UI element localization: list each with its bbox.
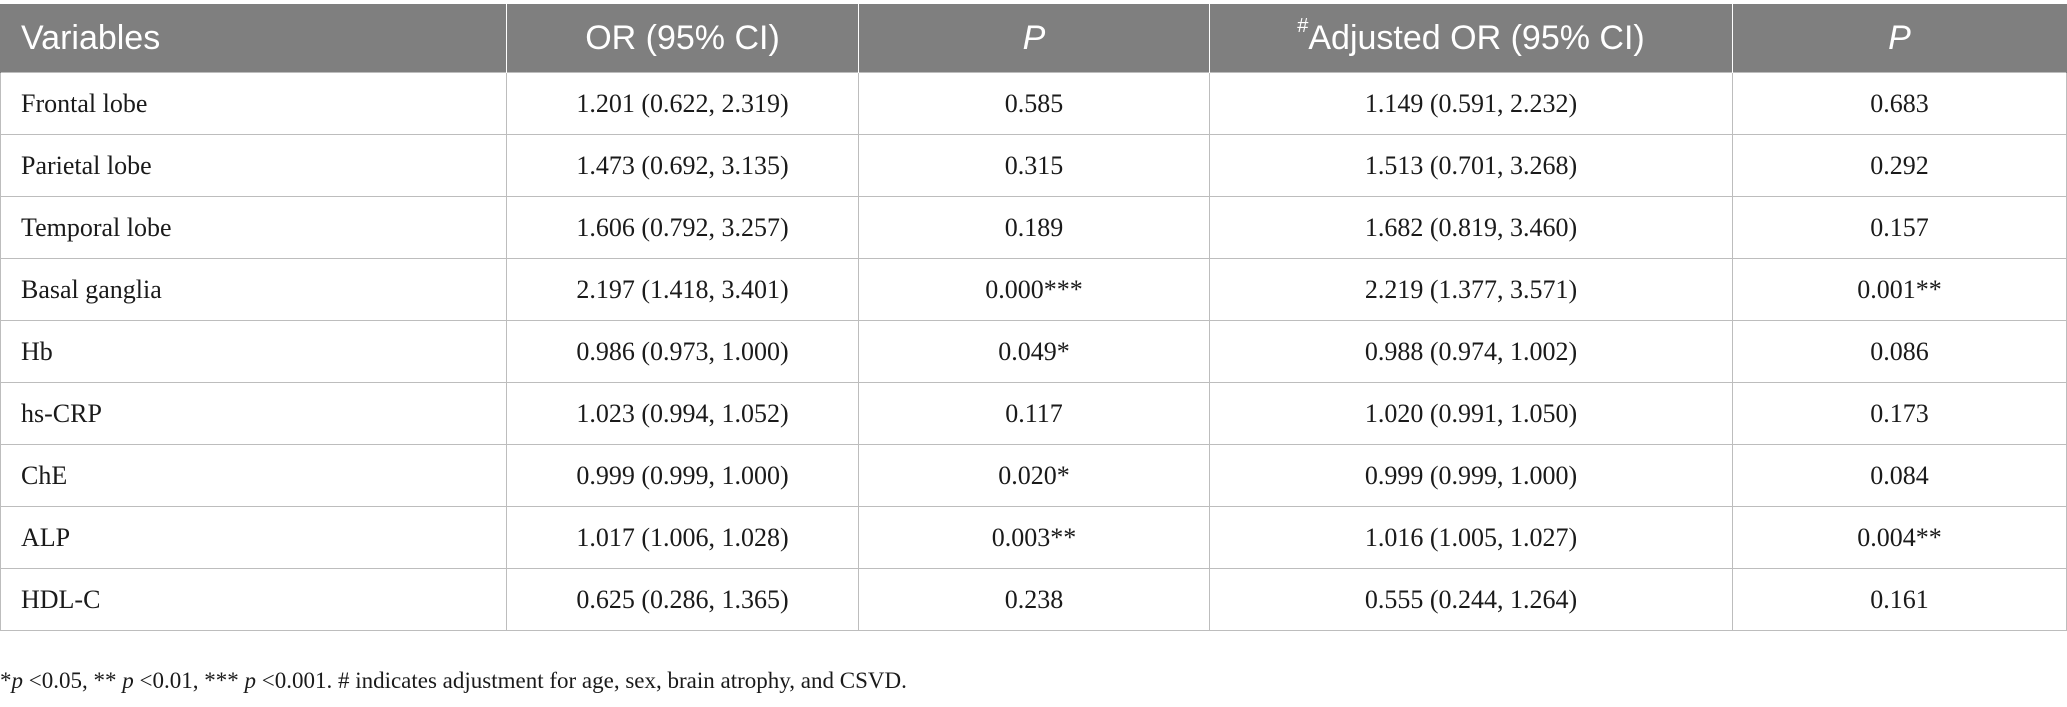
cell-adjusted-p-value: 0.004** bbox=[1732, 506, 2067, 569]
header-adjusted-p-label: P bbox=[1888, 18, 1911, 57]
cell-variable: Temporal lobe bbox=[0, 196, 507, 259]
header-p-label: P bbox=[1022, 18, 1046, 57]
cell-variable: HDL-C bbox=[0, 568, 507, 631]
cell-or-ci: 2.197 (1.418, 3.401) bbox=[506, 258, 859, 321]
header-adjusted-p-value: P bbox=[1732, 4, 2067, 73]
cell-p-value: 0.585 bbox=[858, 72, 1210, 135]
cell-p-value: 0.020* bbox=[858, 444, 1210, 507]
cell-or-ci: 0.999 (0.999, 1.000) bbox=[506, 444, 859, 507]
cell-adjusted-p-value: 0.683 bbox=[1732, 72, 2067, 135]
cell-p-value: 0.315 bbox=[858, 134, 1210, 197]
cell-variable: Parietal lobe bbox=[0, 134, 507, 197]
table-row: Hb 0.986 (0.973, 1.000) 0.049* 0.988 (0.974… bbox=[0, 320, 2067, 383]
cell-variable: Frontal lobe bbox=[0, 72, 507, 135]
cell-or-ci: 0.986 (0.973, 1.000) bbox=[506, 320, 859, 383]
cell-adjusted-or-ci: 0.988 (0.974, 1.002) bbox=[1209, 320, 1733, 383]
footnote-part: * bbox=[0, 668, 12, 693]
table-row: Parietal lobe 1.473 (0.692, 3.135) 0.315 1.… bbox=[0, 134, 2067, 197]
table-row: HDL-C 0.625 (0.286, 1.365) 0.238 0.555 (0.2… bbox=[0, 568, 2067, 631]
cell-adjusted-or-ci: 1.149 (0.591, 2.232) bbox=[1209, 72, 1733, 135]
cell-adjusted-or-ci: 1.016 (1.005, 1.027) bbox=[1209, 506, 1733, 569]
footnote-part: p bbox=[11, 668, 24, 693]
cell-or-ci: 1.473 (0.692, 3.135) bbox=[506, 134, 859, 197]
cell-adjusted-or-ci: 1.020 (0.991, 1.050) bbox=[1209, 382, 1733, 445]
table-body: Frontal lobe 1.201 (0.622, 2.319) 0.585 1.1… bbox=[0, 72, 2067, 631]
cell-adjusted-p-value: 0.084 bbox=[1732, 444, 2067, 507]
cell-p-value: 0.238 bbox=[858, 568, 1210, 631]
footnote-part: p bbox=[122, 668, 134, 693]
cell-variable: ALP bbox=[0, 506, 507, 569]
cell-adjusted-or-ci: 2.219 (1.377, 3.571) bbox=[1209, 258, 1733, 321]
header-adjusted-or-ci: #Adjusted OR (95% CI) bbox=[1209, 4, 1733, 73]
header-variables: Variables bbox=[0, 4, 507, 73]
cell-adjusted-p-value: 0.157 bbox=[1732, 196, 2067, 259]
table-row: ChE 0.999 (0.999, 1.000) 0.020* 0.999 (0.99… bbox=[0, 444, 2067, 507]
footnote-part: <0.05, ** bbox=[23, 668, 123, 693]
table-row: Basal ganglia 2.197 (1.418, 3.401) 0.000**… bbox=[0, 258, 2067, 321]
table-row: ALP 1.017 (1.006, 1.028) 0.003** 1.016 (1.0… bbox=[0, 506, 2067, 569]
table-row: hs-CRP 1.023 (0.994, 1.052) 0.117 1.020 (0.… bbox=[0, 382, 2067, 445]
table-footnote: *p <0.05, ** p <0.01, *** p <0.001. # in… bbox=[0, 668, 907, 694]
cell-or-ci: 0.625 (0.286, 1.365) bbox=[506, 568, 859, 631]
cell-or-ci: 1.606 (0.792, 3.257) bbox=[506, 196, 859, 259]
cell-variable: ChE bbox=[0, 444, 507, 507]
cell-variable: Basal ganglia bbox=[0, 258, 507, 321]
footnote-part: <0.01, *** bbox=[133, 668, 245, 693]
cell-adjusted-or-ci: 1.513 (0.701, 3.268) bbox=[1209, 134, 1733, 197]
cell-adjusted-or-ci: 0.999 (0.999, 1.000) bbox=[1209, 444, 1733, 507]
header-adjusted-marker: # bbox=[1297, 15, 1309, 38]
cell-p-value: 0.003** bbox=[858, 506, 1210, 569]
cell-variable: hs-CRP bbox=[0, 382, 507, 445]
cell-or-ci: 1.201 (0.622, 2.319) bbox=[506, 72, 859, 135]
cell-adjusted-or-ci: 1.682 (0.819, 3.460) bbox=[1209, 196, 1733, 259]
cell-variable: Hb bbox=[0, 320, 507, 383]
cell-adjusted-p-value: 0.161 bbox=[1732, 568, 2067, 631]
cell-adjusted-p-value: 0.086 bbox=[1732, 320, 2067, 383]
cell-or-ci: 1.023 (0.994, 1.052) bbox=[506, 382, 859, 445]
footnote-part: <0.001. # indicates adjustment for age, … bbox=[255, 668, 907, 693]
table-header-row: Variables OR (95% CI) P #Adjusted OR (95… bbox=[0, 4, 2067, 73]
cell-p-value: 0.189 bbox=[858, 196, 1210, 259]
table-row: Temporal lobe 1.606 (0.792, 3.257) 0.189 1.… bbox=[0, 196, 2067, 259]
cell-p-value: 0.117 bbox=[858, 382, 1210, 445]
cell-or-ci: 1.017 (1.006, 1.028) bbox=[506, 506, 859, 569]
results-table-container: Variables OR (95% CI) P #Adjusted OR (95… bbox=[0, 4, 2067, 631]
header-or-ci: OR (95% CI) bbox=[506, 4, 859, 73]
cell-adjusted-or-ci: 0.555 (0.244, 1.264) bbox=[1209, 568, 1733, 631]
cell-adjusted-p-value: 0.292 bbox=[1732, 134, 2067, 197]
table-row: Frontal lobe 1.201 (0.622, 2.319) 0.585 1.1… bbox=[0, 72, 2067, 135]
cell-p-value: 0.049* bbox=[858, 320, 1210, 383]
footnote-part: p bbox=[244, 668, 256, 693]
header-adjusted-label: Adjusted OR (95% CI) bbox=[1308, 18, 1645, 57]
cell-adjusted-p-value: 0.001** bbox=[1732, 258, 2067, 321]
header-p-value: P bbox=[858, 4, 1210, 73]
odds-ratio-table: Variables OR (95% CI) P #Adjusted OR (95… bbox=[0, 4, 2067, 631]
cell-p-value: 0.000*** bbox=[858, 258, 1210, 321]
cell-adjusted-p-value: 0.173 bbox=[1732, 382, 2067, 445]
